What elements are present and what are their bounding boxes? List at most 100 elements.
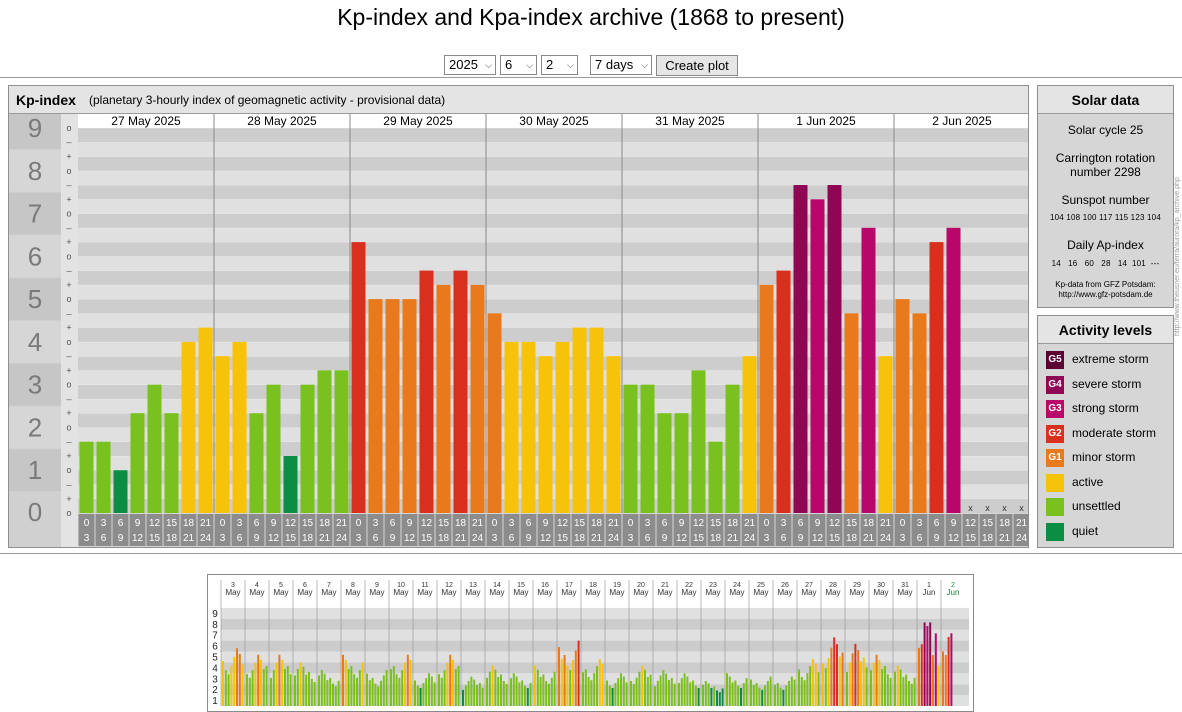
interval-start: 9 (815, 518, 821, 529)
interval-cell (197, 514, 214, 546)
overview-bar (553, 671, 556, 706)
legend-label: extreme storm (1072, 352, 1149, 366)
overview-y-label: 1 (212, 696, 218, 707)
overview-bar (611, 688, 614, 706)
kp-bar (742, 356, 757, 513)
overview-bar (617, 678, 620, 706)
overview-bar (817, 672, 820, 706)
overview-month: May (801, 588, 816, 597)
overview-bar (419, 688, 422, 706)
interval-end: 9 (526, 533, 532, 544)
kp-bar (368, 299, 383, 513)
range-select[interactable]: 7 days ⌵ (590, 55, 652, 75)
y-minor-label: + (66, 323, 71, 333)
overview-bar (521, 680, 524, 706)
overview-bar (313, 682, 316, 706)
interval-end: 12 (540, 533, 552, 544)
kp-bar (640, 384, 655, 513)
overview-bar (284, 669, 286, 706)
overview-bar (425, 678, 428, 706)
overview-chart[interactable]: 1234567893May4May5May6May7May8May9May10M… (207, 574, 974, 712)
interval-cell (605, 514, 622, 546)
overview-bar (515, 676, 518, 706)
legend-swatch (1046, 498, 1064, 516)
interval-cell (333, 514, 350, 546)
overview-bar (608, 685, 611, 706)
overview-bar (830, 647, 833, 706)
kp-bar (453, 270, 468, 513)
overview-bar (481, 687, 484, 706)
source-link[interactable]: http://www.gfz-potsdam.de (1058, 290, 1153, 299)
overview-bar (318, 675, 320, 706)
kp-bar (96, 441, 111, 513)
interval-cell (180, 514, 197, 546)
interval-cell (316, 514, 333, 546)
overview-month: May (729, 588, 744, 597)
y-minor-label: + (66, 152, 71, 162)
overview-bar (390, 669, 392, 706)
overview-bar (764, 685, 766, 706)
interval-end: 12 (948, 533, 960, 544)
overview-bar (257, 654, 260, 706)
interval-start: 21 (608, 518, 620, 529)
y-tick-label: 3 (28, 370, 42, 400)
y-minor-label: o (66, 123, 71, 133)
interval-end: 21 (319, 533, 331, 544)
interval-start: 9 (407, 518, 413, 529)
overview-bar (366, 673, 368, 706)
grid-band (78, 199, 1028, 214)
y-minor-label: + (66, 280, 71, 290)
overview-bar (275, 662, 278, 706)
overview-day-number: 11 (421, 582, 428, 589)
y-minor-label: + (66, 408, 71, 418)
day-select[interactable]: 2 ⌵ (541, 55, 578, 75)
overview-bar (750, 679, 752, 706)
interval-start: 18 (727, 518, 739, 529)
kp-bar (436, 284, 451, 513)
interval-start: 18 (863, 518, 875, 529)
overview-bar (596, 666, 598, 706)
kp-bar (300, 384, 315, 513)
overview-bar (806, 673, 809, 706)
month-select[interactable]: 6 ⌵ (500, 55, 537, 75)
kp-panel-title: Kp-index (16, 92, 76, 108)
overview-bar (563, 654, 566, 706)
overview-month: May (441, 588, 456, 597)
overview-bar (294, 675, 296, 706)
legend-swatch: G4 (1046, 375, 1064, 394)
overview-bar (836, 644, 838, 706)
year-select[interactable]: 2025 ⌵ (444, 55, 496, 75)
overview-bar (332, 683, 334, 706)
overview-bar (233, 656, 236, 706)
overview-bar (630, 680, 632, 706)
interval-end: 21 (455, 533, 467, 544)
overview-bar (416, 685, 419, 706)
kp-bar (317, 370, 332, 513)
interval-start: 15 (166, 518, 178, 529)
overview-bar (827, 657, 830, 706)
interval-cell (996, 514, 1013, 546)
interval-start: 6 (118, 518, 124, 529)
interval-start: 6 (254, 518, 260, 529)
solar-cycle: Solar cycle 25 (1067, 123, 1144, 137)
overview-day-number: 14 (493, 582, 501, 589)
overview-day-number: 23 (709, 582, 717, 589)
interval-start: 15 (574, 518, 586, 529)
overview-bar (798, 669, 800, 706)
y-tick-label: 4 (28, 327, 42, 357)
interval-cell (112, 514, 129, 546)
kp-bar (402, 299, 417, 513)
overview-bar (560, 658, 563, 706)
overview-bar (452, 659, 454, 706)
create-plot-button[interactable]: Create plot (656, 55, 738, 76)
interval-start: 18 (999, 518, 1011, 529)
overview-month: May (585, 588, 600, 597)
overview-bar (689, 682, 692, 706)
overview-bar (320, 670, 323, 706)
grid-band (78, 185, 1028, 200)
interval-cell (350, 514, 367, 546)
interval-cell (367, 514, 384, 546)
interval-cell (656, 514, 673, 546)
interval-end: 3 (900, 533, 906, 544)
interval-end: 3 (628, 533, 634, 544)
